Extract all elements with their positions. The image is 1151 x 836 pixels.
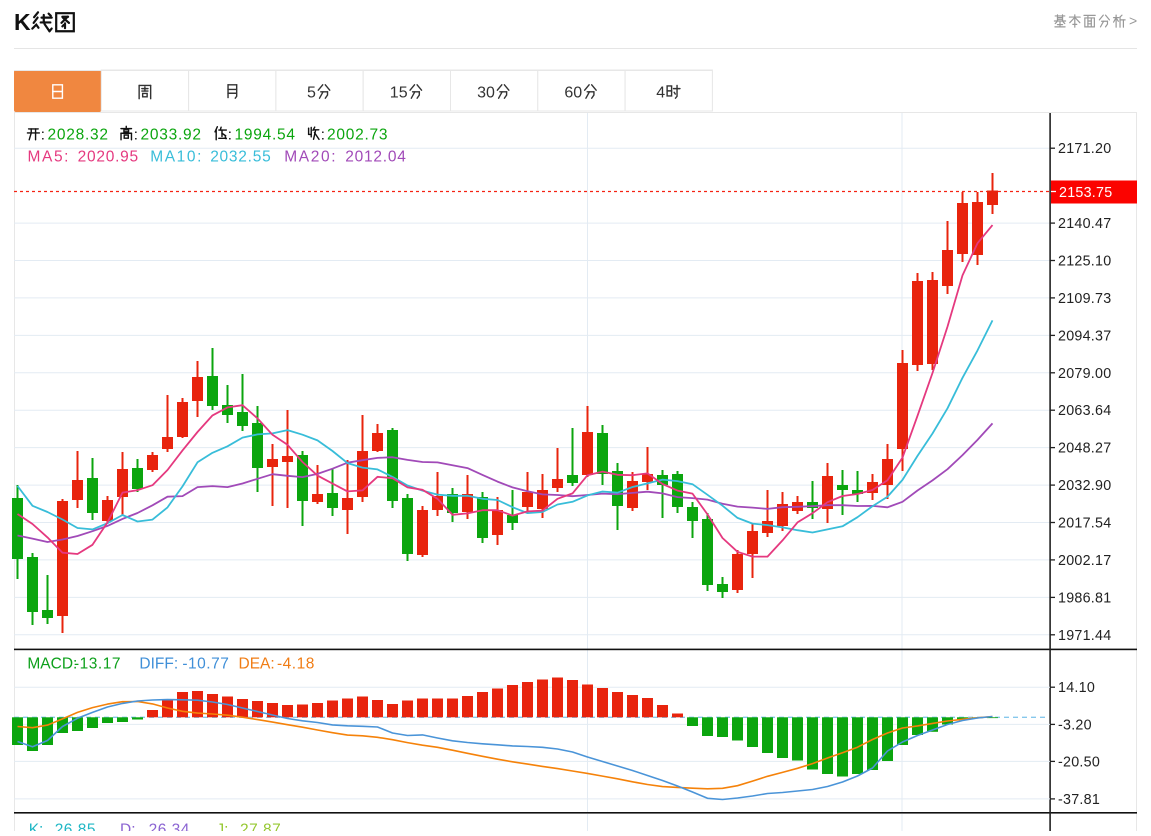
svg-text:D:: D: <box>120 822 136 832</box>
svg-text:2063.64: 2063.64 <box>1058 403 1111 419</box>
svg-text:J:: J: <box>216 822 228 832</box>
svg-text:DEA:: DEA: <box>239 656 275 673</box>
svg-text::: : <box>41 127 45 144</box>
svg-text:2028.32: 2028.32 <box>48 127 109 144</box>
svg-text:>: > <box>1129 13 1137 29</box>
svg-text:MACD:: MACD: <box>27 656 77 673</box>
svg-text:60: 60 <box>564 85 582 102</box>
svg-text:MA10:: MA10: <box>150 149 203 166</box>
svg-text:MA5:: MA5: <box>28 149 71 166</box>
svg-text:2171.20: 2171.20 <box>1058 141 1111 157</box>
svg-text:2002.17: 2002.17 <box>1058 553 1111 569</box>
svg-text:4: 4 <box>656 85 665 102</box>
svg-text:DIFF:: DIFF: <box>139 656 178 673</box>
svg-text:-4.18: -4.18 <box>277 656 315 673</box>
svg-text:-3.20: -3.20 <box>1058 717 1092 733</box>
svg-text:2020.95: 2020.95 <box>78 149 139 166</box>
svg-text:2140.47: 2140.47 <box>1058 216 1111 232</box>
svg-text:1986.81: 1986.81 <box>1058 590 1111 606</box>
svg-text:-10.77: -10.77 <box>182 656 229 673</box>
svg-text:1994.54: 1994.54 <box>235 127 296 144</box>
svg-text:-20.50: -20.50 <box>1058 754 1100 770</box>
svg-text:1971.44: 1971.44 <box>1058 628 1111 644</box>
svg-text:2109.73: 2109.73 <box>1058 291 1111 307</box>
svg-text:2079.00: 2079.00 <box>1058 366 1111 382</box>
svg-text:2032.55: 2032.55 <box>210 149 271 166</box>
svg-text:27.87: 27.87 <box>240 822 281 832</box>
svg-text:2002.73: 2002.73 <box>327 127 388 144</box>
svg-text:K: K <box>14 9 31 35</box>
svg-text::: : <box>228 127 232 144</box>
svg-text:26.85: 26.85 <box>55 822 96 832</box>
svg-text:2033.92: 2033.92 <box>141 127 202 144</box>
svg-text:2048.27: 2048.27 <box>1058 441 1111 457</box>
svg-text:2032.90: 2032.90 <box>1058 478 1111 494</box>
svg-text::: : <box>134 127 138 144</box>
svg-text:15: 15 <box>390 85 408 102</box>
svg-text:K:: K: <box>29 822 44 832</box>
svg-text::: : <box>321 127 325 144</box>
svg-text:2017.54: 2017.54 <box>1058 516 1111 532</box>
svg-text:-13.17: -13.17 <box>74 656 121 673</box>
svg-text:26.34: 26.34 <box>149 822 190 832</box>
svg-text:2125.10: 2125.10 <box>1058 254 1111 270</box>
svg-text:2153.75: 2153.75 <box>1059 185 1112 201</box>
svg-text:30: 30 <box>477 85 495 102</box>
svg-text:5: 5 <box>307 85 316 102</box>
svg-text:MA20:: MA20: <box>284 149 337 166</box>
svg-text:14.10: 14.10 <box>1058 680 1095 696</box>
svg-text:2012.04: 2012.04 <box>345 149 406 166</box>
svg-text:-37.81: -37.81 <box>1058 792 1100 808</box>
svg-text:2094.37: 2094.37 <box>1058 328 1111 344</box>
